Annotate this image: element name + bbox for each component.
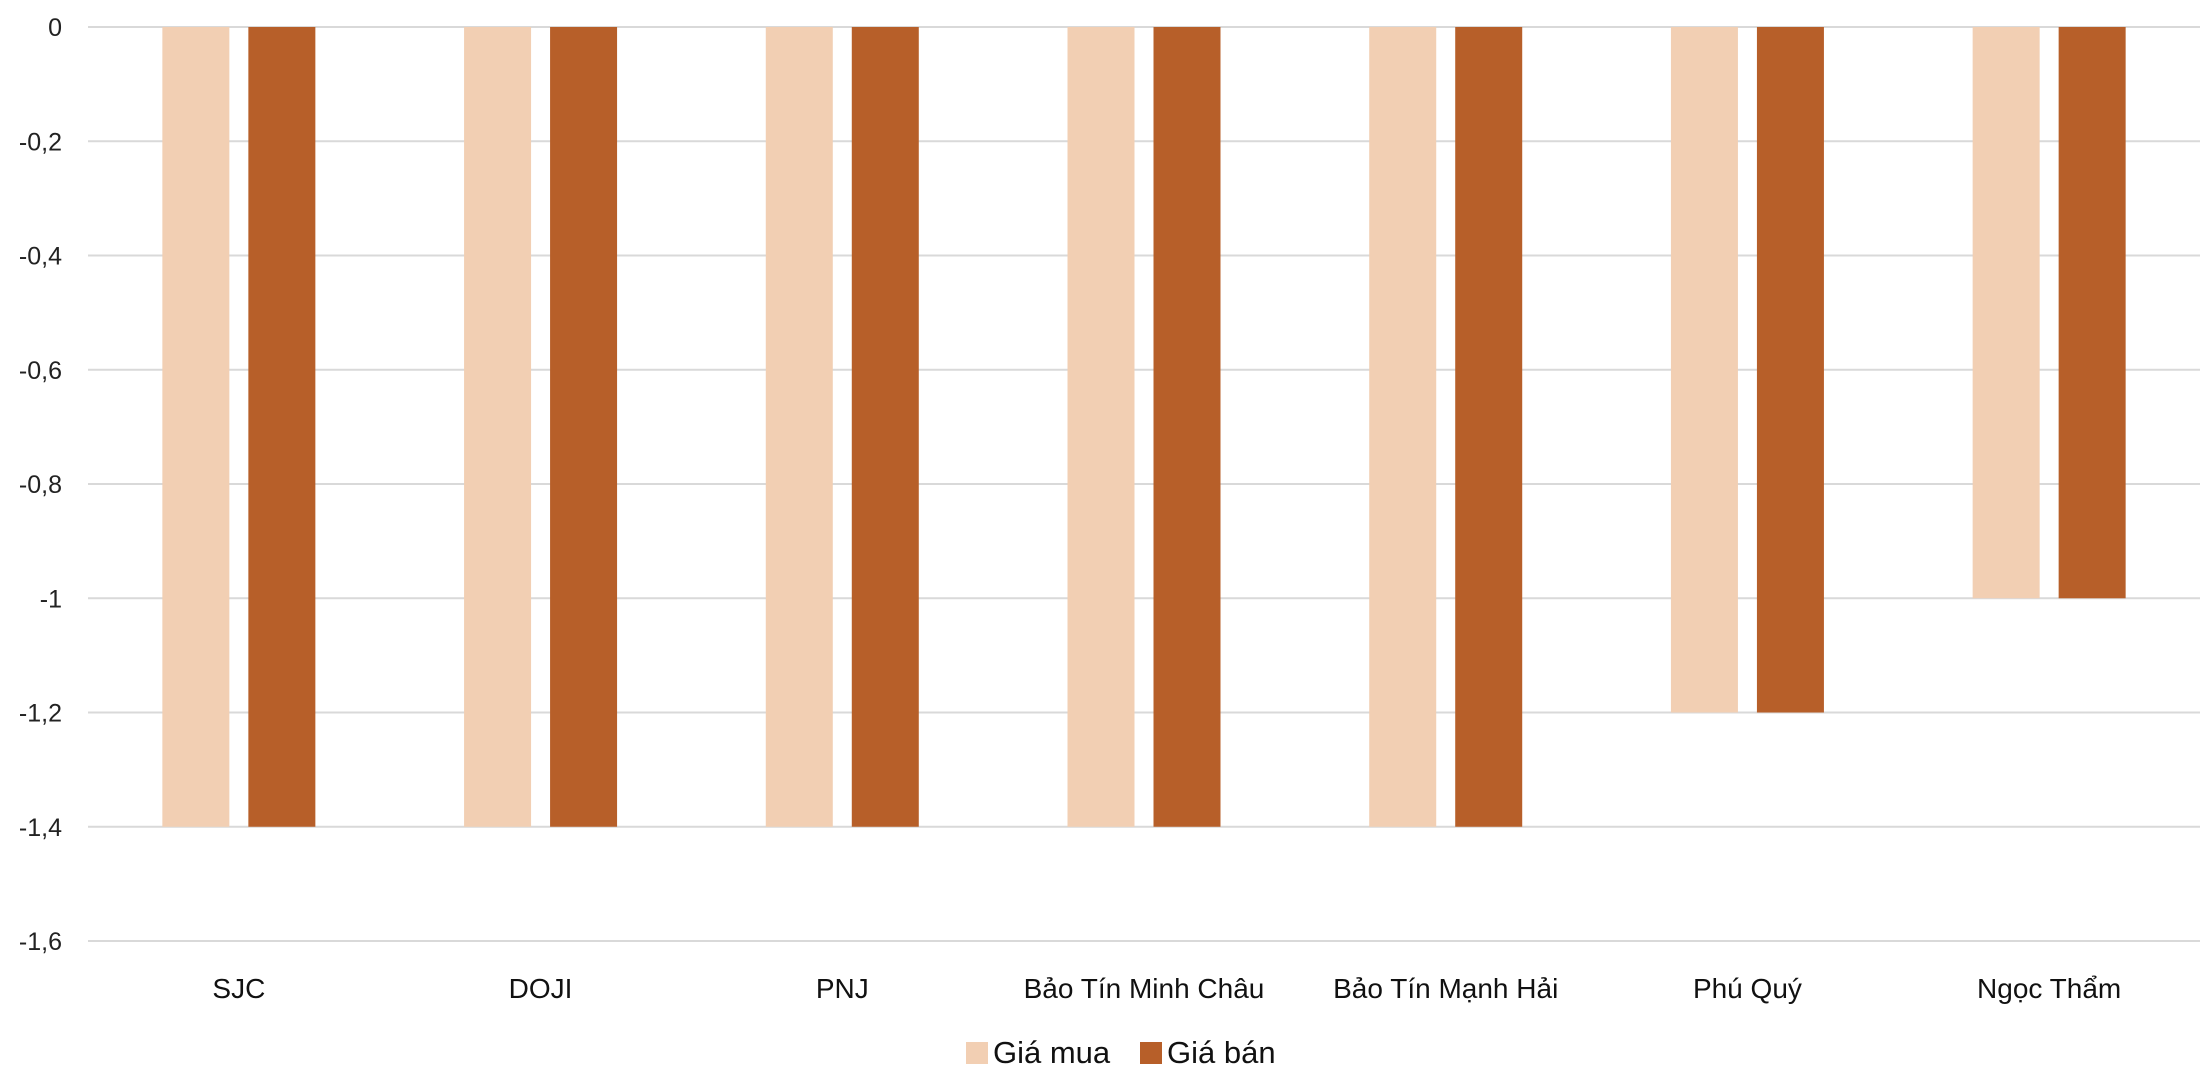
x-category-label: SJC	[212, 973, 265, 1004]
gridlines	[88, 26, 2200, 942]
bar-gia-ban	[851, 27, 919, 827]
bar-gia-ban	[1153, 27, 1221, 827]
x-category-label: Ngọc Thẩm	[1977, 973, 2121, 1004]
bar-gia-ban	[1455, 27, 1523, 827]
x-category-label: PNJ	[816, 973, 869, 1004]
legend-label: Giá bán	[1167, 1035, 1276, 1070]
y-tick-label: -1,6	[19, 928, 62, 956]
y-tick-label: -0,6	[19, 357, 62, 385]
y-tick-label: -1	[40, 585, 62, 613]
bar-gia-mua	[1972, 27, 2040, 599]
bar-gia-ban	[1756, 27, 1824, 713]
legend-swatch	[1140, 1042, 1162, 1064]
bar-gia-mua	[765, 27, 833, 827]
y-tick-label: 0	[48, 14, 62, 42]
x-category-label: Bảo Tín Mạnh Hải	[1333, 973, 1558, 1004]
bar-gia-mua	[1670, 27, 1738, 713]
y-tick-label: -0,8	[19, 471, 62, 499]
x-category-label: DOJI	[509, 973, 573, 1004]
bar-gia-mua	[1369, 27, 1437, 827]
bar-gia-ban	[248, 27, 316, 827]
legend-label: Giá mua	[993, 1035, 1111, 1070]
y-tick-label: -1,4	[19, 814, 62, 842]
bar-gia-ban	[2058, 27, 2126, 599]
y-tick-label: -0,2	[19, 128, 62, 156]
y-tick-label: -0,4	[19, 243, 62, 271]
x-category-label: Bảo Tín Minh Châu	[1024, 973, 1265, 1004]
x-axis-category-labels: SJC DOJI PNJ Bảo Tín Minh Châu Bảo Tín Mạnh …	[212, 973, 2121, 1004]
bar-gia-mua	[1067, 27, 1135, 827]
legend-swatch	[966, 1042, 988, 1064]
bars	[162, 27, 2126, 827]
legend: Giá mua Giá bán	[966, 1035, 1276, 1070]
y-axis-tick-labels: 0 -0,2 -0,4 -0,6 -0,8 -1 -1,2 -1,4 -1,6	[19, 14, 62, 956]
bar-gia-mua	[464, 27, 532, 827]
y-tick-label: -1,2	[19, 700, 62, 728]
x-category-label: Phú Quý	[1693, 973, 1802, 1004]
bar-gia-mua	[162, 27, 230, 827]
bar-gia-ban	[550, 27, 618, 827]
